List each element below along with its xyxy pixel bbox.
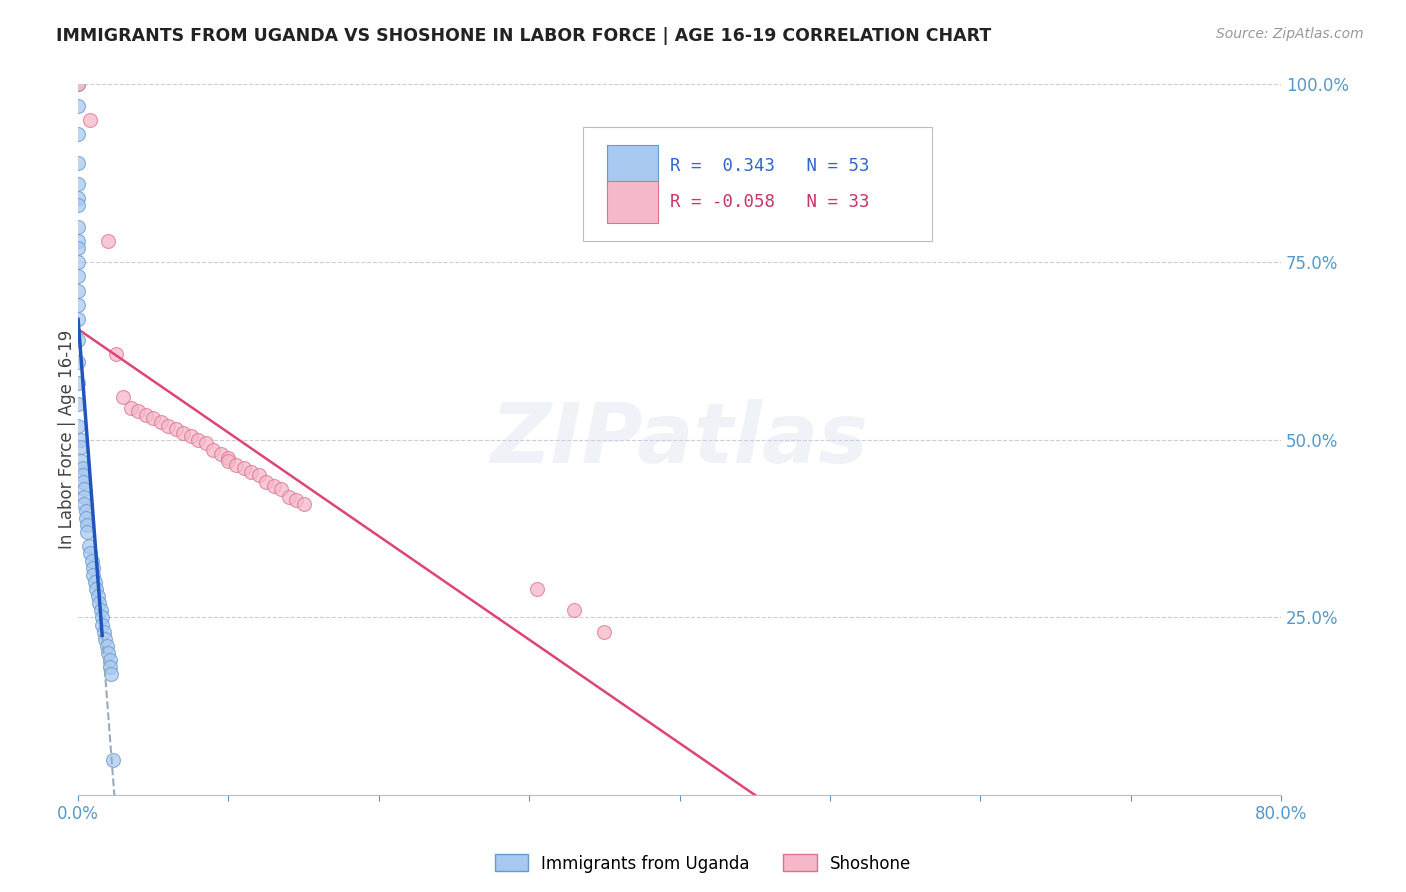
Point [67, 177, 90, 191]
FancyBboxPatch shape [583, 127, 932, 241]
Point [67, 312, 90, 326]
Point [67, 191, 90, 205]
Point [67, 99, 90, 113]
Point [277, 490, 299, 504]
Point [86, 589, 108, 603]
Point [67, 418, 90, 433]
Point [67, 354, 90, 368]
Point [165, 422, 187, 436]
Point [263, 479, 285, 493]
FancyBboxPatch shape [607, 145, 658, 187]
Point [67, 376, 90, 390]
Point [67, 284, 90, 298]
Point [247, 468, 270, 483]
FancyBboxPatch shape [607, 181, 658, 223]
Point [67, 78, 90, 92]
Point [593, 624, 616, 639]
Point [82, 567, 104, 582]
Point [91, 617, 114, 632]
Point [76, 525, 98, 540]
Point [254, 475, 277, 490]
Point [90, 603, 112, 617]
Point [76, 518, 98, 533]
Point [104, 347, 127, 361]
Point [75, 504, 97, 518]
Point [70, 440, 93, 454]
Point [270, 483, 292, 497]
Point [240, 465, 263, 479]
Point [232, 461, 254, 475]
Point [83, 574, 105, 589]
Point [82, 560, 104, 574]
Point [127, 404, 149, 418]
Point [67, 397, 90, 411]
Point [142, 411, 165, 425]
Point [149, 415, 172, 429]
Point [562, 603, 585, 617]
Point [67, 333, 90, 347]
Point [72, 475, 94, 490]
Point [225, 458, 247, 472]
Point [77, 539, 100, 553]
Point [292, 497, 315, 511]
Point [526, 582, 548, 596]
Point [157, 418, 180, 433]
Point [79, 112, 101, 127]
Text: R = -0.058   N = 33: R = -0.058 N = 33 [669, 193, 869, 211]
Point [67, 241, 90, 255]
Text: Source: ZipAtlas.com: Source: ZipAtlas.com [1216, 27, 1364, 41]
Point [73, 497, 96, 511]
Point [67, 198, 90, 212]
Point [120, 401, 142, 415]
Point [194, 436, 217, 450]
Point [217, 454, 239, 468]
Point [180, 429, 202, 443]
Text: R =  0.343   N = 53: R = 0.343 N = 53 [669, 157, 869, 175]
Point [89, 596, 111, 610]
Point [187, 433, 209, 447]
Point [94, 632, 117, 646]
Point [67, 155, 90, 169]
Point [67, 255, 90, 269]
Point [67, 269, 90, 284]
Point [101, 752, 124, 766]
Point [73, 483, 96, 497]
Y-axis label: In Labor Force | Age 16-19: In Labor Force | Age 16-19 [58, 330, 76, 549]
Point [67, 298, 90, 312]
Point [135, 408, 157, 422]
Point [67, 234, 90, 248]
Point [202, 443, 225, 458]
Point [75, 511, 97, 525]
Point [96, 639, 118, 653]
Point [98, 653, 121, 667]
Point [80, 553, 103, 567]
Point [98, 660, 121, 674]
Point [285, 493, 308, 508]
Point [70, 433, 93, 447]
Point [97, 646, 120, 660]
Point [84, 582, 107, 596]
Point [217, 450, 239, 465]
Point [73, 490, 96, 504]
Point [209, 447, 232, 461]
Point [72, 468, 94, 483]
Point [93, 624, 115, 639]
Point [67, 219, 90, 234]
Point [97, 234, 120, 248]
Point [72, 461, 94, 475]
Point [172, 425, 194, 440]
Point [67, 78, 90, 92]
Point [70, 454, 93, 468]
Point [67, 127, 90, 141]
Point [79, 546, 101, 560]
Point [91, 610, 114, 624]
Point [112, 390, 135, 404]
Legend: Immigrants from Uganda, Shoshone: Immigrants from Uganda, Shoshone [488, 847, 918, 880]
Text: ZIPatlas: ZIPatlas [491, 400, 869, 480]
Point [100, 667, 122, 681]
Text: IMMIGRANTS FROM UGANDA VS SHOSHONE IN LABOR FORCE | AGE 16-19 CORRELATION CHART: IMMIGRANTS FROM UGANDA VS SHOSHONE IN LA… [56, 27, 991, 45]
